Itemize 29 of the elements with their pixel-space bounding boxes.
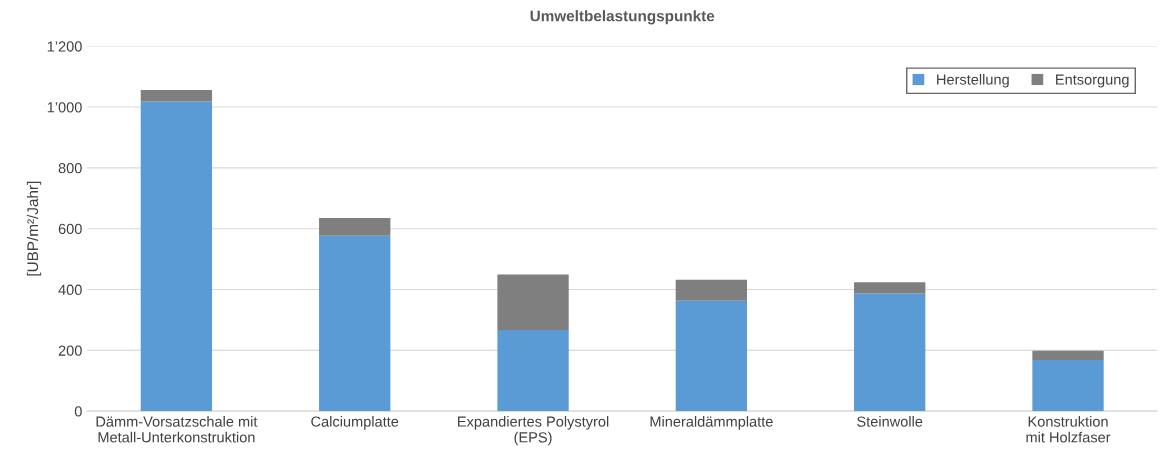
y-tick-label: 200: [58, 345, 82, 356]
bar: [497, 329, 569, 412]
y-tick-label: 800: [58, 162, 82, 174]
bar: [854, 293, 926, 412]
legend-label: Entsorgung: [1056, 74, 1129, 88]
y-tick-label: 1’200: [47, 41, 82, 52]
y-tick-label: 600: [58, 223, 82, 235]
bar: [1032, 350, 1104, 361]
y-tick-label: 400: [58, 284, 82, 295]
bar: [1032, 360, 1104, 412]
bar: [140, 90, 213, 102]
bar: [140, 101, 213, 412]
y-axis-title: [UBP/m²/Jahr]: [26, 181, 42, 276]
x-tick-label: Expandiertes Polystyrol (EPS): [458, 416, 609, 446]
bar: [675, 300, 748, 412]
y-tick-label: 0: [74, 406, 82, 417]
x-tick-label: Mineraldämmplatte: [650, 416, 773, 430]
chart-title: Umweltbelastungspunkte: [530, 10, 715, 25]
y-tick-label: 1’000: [47, 102, 82, 113]
x-tick-label: Calciumplatte: [311, 416, 399, 430]
bar: [675, 279, 748, 301]
bar: [497, 274, 569, 330]
x-tick-label: Dämm-Vorsatzschale mit Metall-Unterkonstruktion: [96, 416, 258, 443]
x-tick-label: Steinwolle: [857, 416, 923, 427]
legend-label: Herstellung: [937, 73, 1009, 88]
bar: [854, 282, 926, 294]
bar: [319, 218, 391, 236]
bar: [319, 235, 391, 412]
x-tick-label: Konstruktion mit Holzfaser: [1026, 416, 1111, 443]
